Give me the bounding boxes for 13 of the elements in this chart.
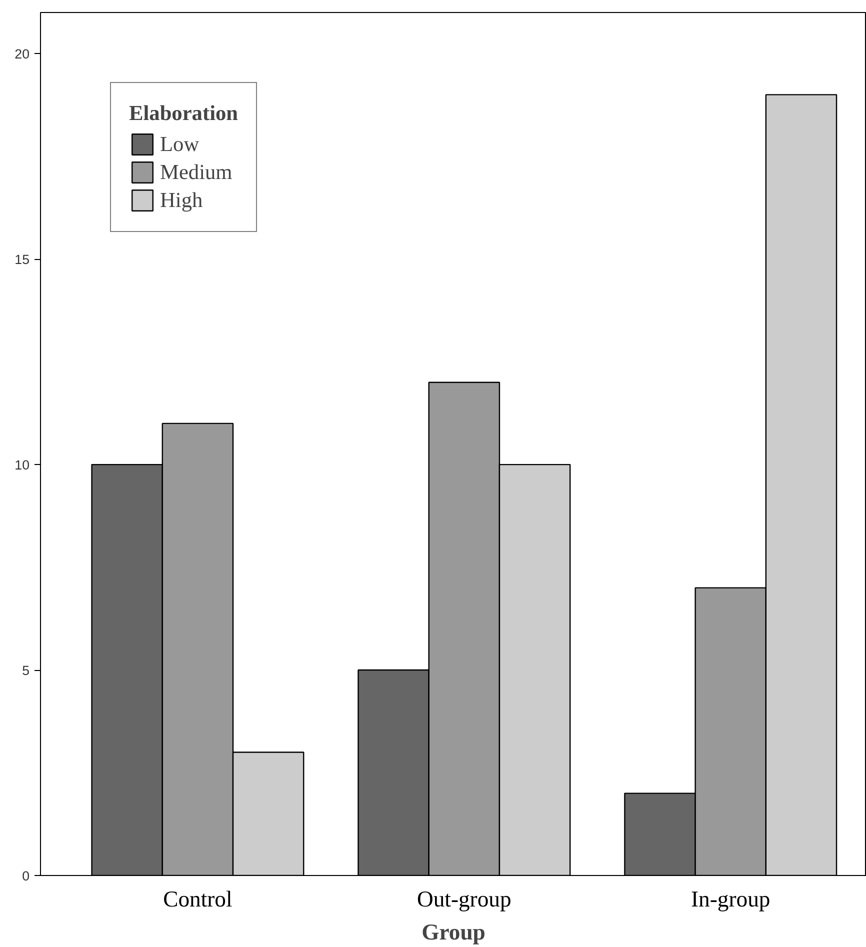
x-tick-label: Control bbox=[163, 886, 232, 912]
legend-label: High bbox=[160, 188, 203, 212]
legend-label: Low bbox=[160, 132, 200, 156]
y-tick-label: 0 bbox=[22, 868, 30, 884]
legend-title: Elaboration bbox=[129, 101, 238, 126]
x-axis-title: Group bbox=[422, 920, 486, 944]
x-tick-label: Out-group bbox=[416, 886, 512, 912]
y-tick-label: 20 bbox=[14, 46, 30, 62]
y-tick-label: 10 bbox=[14, 458, 30, 473]
x-tick-label: In-group bbox=[690, 886, 770, 912]
y-tick-label: 15 bbox=[14, 252, 30, 268]
y-tick-label: 5 bbox=[22, 663, 30, 678]
legend-label: Medium bbox=[160, 160, 232, 184]
